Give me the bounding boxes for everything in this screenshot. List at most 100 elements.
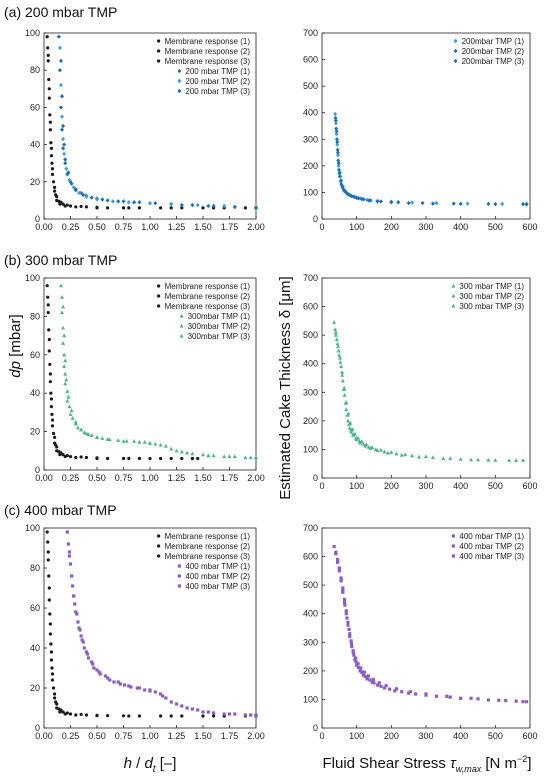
data-point (346, 191, 350, 197)
data-point (335, 147, 340, 153)
data-point (201, 714, 205, 718)
x-tick-label: 400 (453, 731, 468, 741)
y-tick-label: 80 (30, 65, 40, 75)
data-point (201, 206, 205, 210)
data-point (348, 420, 353, 425)
data-point (61, 202, 65, 206)
legend-marker (453, 38, 458, 44)
data-point (47, 96, 51, 100)
data-point (148, 689, 152, 693)
data-point (51, 686, 56, 690)
data-point (340, 372, 345, 377)
data-point (137, 686, 141, 690)
data-point (500, 201, 505, 207)
data-point (48, 380, 52, 384)
data-point (350, 427, 355, 432)
legend-label: 400 mbar TMP (1) (185, 562, 250, 571)
x-tick-label: 200 (384, 731, 399, 741)
data-point (169, 206, 173, 210)
y-tick-label: 400 (303, 359, 318, 369)
data-point (164, 696, 168, 700)
data-point (196, 456, 200, 461)
legend-marker (177, 564, 181, 568)
data-point (47, 574, 51, 578)
data-point (394, 687, 399, 691)
data-point (50, 161, 54, 165)
legend-marker (179, 323, 184, 328)
data-point (57, 68, 62, 73)
data-point (335, 153, 340, 158)
data-point (394, 451, 399, 456)
data-point (72, 594, 76, 598)
data-point (50, 424, 55, 428)
data-point (49, 658, 54, 662)
data-point (180, 206, 184, 210)
data-point (332, 544, 336, 549)
data-point (106, 206, 110, 210)
legend-label: 400 mbar TMP (3) (459, 552, 524, 561)
data-point (46, 303, 50, 307)
data-point (61, 136, 66, 142)
data-point (227, 712, 232, 716)
data-point (47, 87, 51, 91)
data-point (48, 113, 52, 117)
data-point (64, 166, 69, 171)
data-point (95, 435, 99, 439)
y-tick-label: 500 (303, 580, 318, 590)
data-point (143, 688, 147, 692)
data-point (65, 389, 70, 393)
x-tick-label: 0.75 (115, 731, 133, 741)
series-6 (61, 304, 253, 460)
data-point (361, 442, 366, 446)
data-point (410, 200, 415, 205)
legend-marker (177, 584, 181, 588)
data-point (335, 150, 340, 155)
legend-marker (451, 534, 455, 538)
data-point (69, 408, 74, 413)
data-point (169, 700, 173, 704)
x-tick-label: 1.50 (194, 473, 212, 483)
data-point (55, 702, 59, 706)
legend-marker (157, 39, 161, 43)
data-point (63, 371, 68, 376)
x-tick-label: 1.50 (194, 222, 212, 232)
x-tick-label: 1.25 (168, 222, 186, 232)
xlabel-close: ] (527, 755, 531, 772)
data-point (342, 392, 347, 397)
y-tick-label: 700 (303, 523, 318, 533)
data-point (349, 193, 354, 199)
y-tick-label: 500 (303, 330, 318, 340)
series-3 (46, 303, 200, 461)
x-tick-label: 1.75 (221, 222, 239, 232)
data-point (403, 452, 408, 457)
data-point (148, 440, 152, 445)
data-point (95, 456, 99, 460)
data-point (335, 344, 340, 349)
data-point (47, 598, 51, 602)
data-point (84, 455, 88, 460)
data-point (84, 713, 88, 717)
legend-marker (157, 544, 161, 548)
legend-marker (453, 48, 458, 54)
series-2 (46, 46, 258, 210)
legend-marker (451, 544, 455, 548)
data-point (46, 295, 50, 299)
data-point (63, 381, 68, 386)
data-point (333, 121, 338, 126)
data-point (420, 200, 425, 206)
legend-label: Membrane response (1) (165, 282, 251, 291)
data-point (507, 458, 512, 462)
data-point (243, 455, 248, 460)
data-point (153, 200, 158, 206)
data-point (49, 146, 54, 150)
y-tick-label: 60 (30, 102, 40, 112)
data-point (375, 683, 380, 687)
data-point (124, 439, 129, 443)
legend-label: 400 mbar TMP (2) (459, 542, 524, 551)
data-point (180, 714, 184, 718)
y-tick-label: 60 (30, 350, 40, 360)
data-point (358, 669, 362, 673)
legend-label: 300mbar TMP (2) (188, 322, 251, 331)
x-tick-label: 0 (319, 222, 324, 232)
data-point (363, 674, 367, 679)
